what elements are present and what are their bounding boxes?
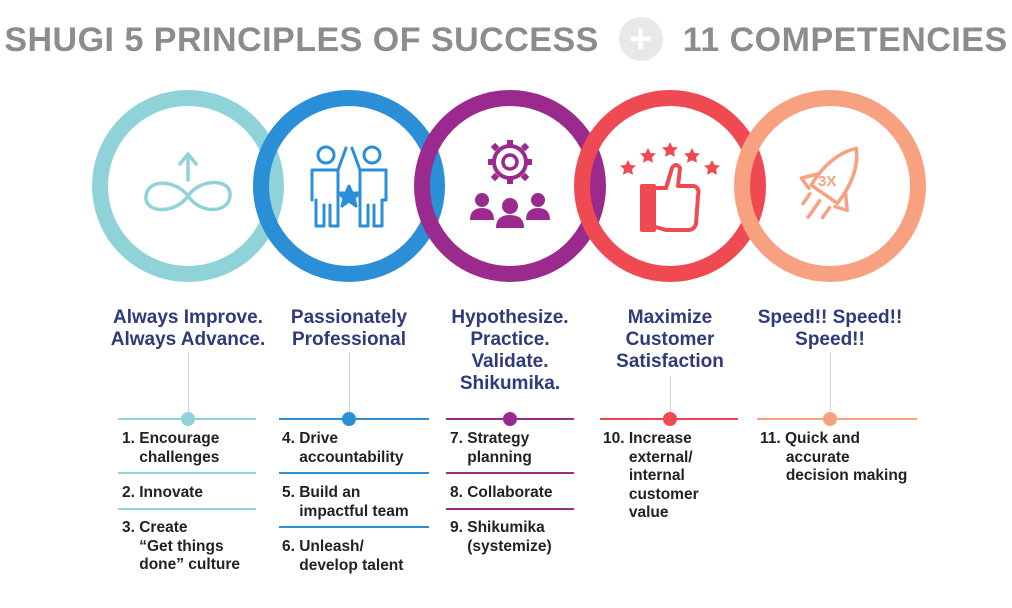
principle-heading-4: Maximize Customer Satisfaction bbox=[580, 307, 760, 373]
competency-5: 5. Build an impactful team bbox=[282, 484, 409, 520]
ring-purple bbox=[414, 90, 606, 282]
competency-2: 2. Innovate bbox=[122, 484, 203, 501]
thumbs-up-stars-icon bbox=[620, 142, 720, 232]
principle-heading-5: Speed!! Speed!! Speed!! bbox=[740, 307, 920, 351]
competency-10: 10. Increase external/ internal customer… bbox=[603, 430, 699, 521]
heading-line: Practice. bbox=[470, 329, 550, 350]
heading-line: Speed!! Speed!! bbox=[757, 307, 903, 328]
competency-11: 11. Quick and accurate decision making bbox=[760, 430, 908, 484]
connector-dot bbox=[342, 412, 356, 426]
heading-line: Always Improve. bbox=[113, 307, 263, 328]
ring-orange bbox=[734, 90, 926, 282]
title-right: 11 COMPETENCIES bbox=[682, 20, 1008, 59]
competency-7: 7. Strategy planning bbox=[450, 430, 532, 466]
connector-dot bbox=[503, 412, 517, 426]
divider bbox=[118, 472, 256, 474]
competency-6: 6. Unleash/ develop talent bbox=[282, 538, 404, 574]
divider bbox=[118, 508, 256, 510]
divider bbox=[446, 508, 574, 510]
heading-line: Speed!! bbox=[795, 329, 865, 350]
heading-line: Satisfaction bbox=[616, 351, 724, 372]
competency-9: 9. Shikumika (systemize) bbox=[450, 519, 552, 555]
divider bbox=[446, 472, 574, 474]
heading-line: Shikumika. bbox=[459, 373, 561, 394]
heading-line: Professional bbox=[291, 329, 407, 350]
heading-line: Customer bbox=[625, 329, 715, 350]
divider bbox=[279, 526, 429, 528]
rocket-3x-icon: 3X bbox=[799, 146, 859, 220]
connector-line bbox=[349, 352, 350, 412]
competency-4: 4. Drive accountability bbox=[282, 430, 404, 466]
plus-icon: + bbox=[618, 17, 663, 61]
ring-red bbox=[574, 90, 766, 282]
ring-blue bbox=[253, 90, 445, 282]
rocket-badge: 3X bbox=[818, 173, 836, 190]
ring-teal bbox=[92, 90, 284, 282]
gear-people-icon bbox=[470, 140, 550, 228]
competency-3: 3. Create “Get things done” culture bbox=[122, 519, 240, 573]
competency-1: 1. Encourage challenges bbox=[122, 430, 220, 466]
divider bbox=[279, 472, 429, 474]
connector-line bbox=[830, 352, 831, 412]
principle-heading-1: Always Improve. Always Advance. bbox=[98, 307, 278, 351]
heading-line: Passionately bbox=[290, 307, 408, 328]
heading-line: Validate. bbox=[471, 351, 549, 372]
connector-line bbox=[670, 376, 671, 412]
title-left: SHUGI 5 PRINCIPLES OF SUCCESS bbox=[4, 20, 599, 59]
connector-dot bbox=[181, 412, 195, 426]
competency-8: 8. Collaborate bbox=[450, 484, 553, 501]
connector-dot bbox=[823, 412, 837, 426]
page-title: SHUGI 5 PRINCIPLES OF SUCCESS + 11 COMPE… bbox=[0, 17, 1012, 64]
heading-line: Always Advance. bbox=[110, 329, 266, 350]
infinity-up-arrow-icon bbox=[144, 152, 232, 212]
principle-heading-3: Hypothesize. Practice. Validate. Shikumi… bbox=[420, 307, 600, 395]
heading-line: Maximize bbox=[627, 307, 713, 328]
heading-line: Hypothesize. bbox=[451, 307, 569, 328]
connector-line bbox=[188, 352, 189, 412]
connector-dot bbox=[663, 412, 677, 426]
divider bbox=[757, 418, 917, 420]
principle-heading-2: Passionately Professional bbox=[259, 307, 439, 351]
team-high-five-star-icon bbox=[310, 145, 388, 228]
